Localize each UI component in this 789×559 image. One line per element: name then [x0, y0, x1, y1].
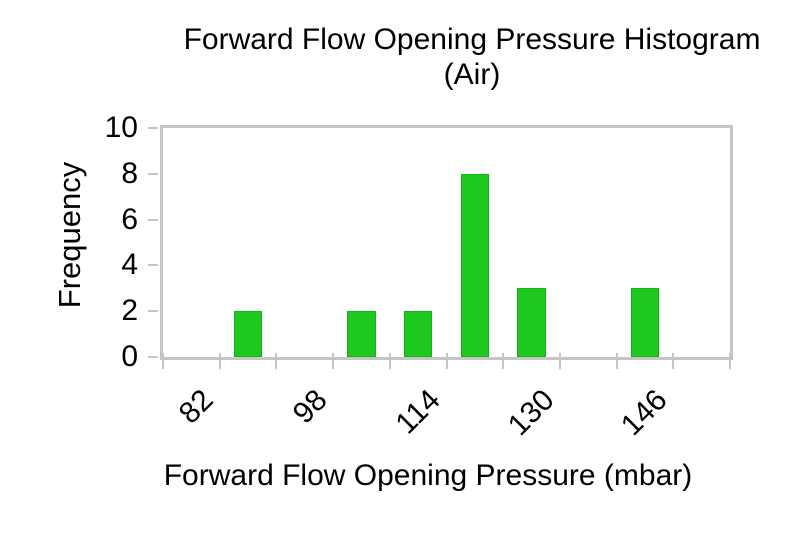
plot-area: 0 2 4 6 8 10 82 98 114 130 146 — [105, 112, 731, 442]
x-axis-tick — [502, 353, 505, 369]
y-tick-label: 10 — [104, 111, 138, 144]
y-tick-label: 8 — [121, 156, 138, 190]
x-axis-tick — [558, 353, 561, 369]
y-axis-tick — [148, 264, 158, 267]
bar — [404, 311, 433, 357]
chart-title-line2: (Air) — [443, 58, 501, 91]
chart-title-line1: Forward Flow Opening Pressure Histogram — [183, 23, 761, 56]
bar — [630, 288, 660, 357]
x-tick-label: 98 — [286, 383, 334, 431]
x-axis-tick — [218, 353, 221, 369]
x-tick-label: 82 — [173, 383, 221, 431]
x-axis-tick — [332, 353, 335, 369]
x-axis-tick — [729, 353, 731, 369]
y-axis-tick — [148, 310, 158, 313]
x-axis-tick — [388, 353, 391, 369]
x-axis-title: Forward Flow Opening Pressure (mbar) — [163, 459, 693, 492]
x-axis-tick — [162, 353, 164, 369]
bar — [517, 288, 546, 357]
y-axis-tick — [148, 218, 158, 221]
chart-title: Forward Flow Opening Pressure Histogram … — [172, 22, 772, 92]
bar — [460, 173, 490, 357]
y-tick-label: 2 — [121, 294, 138, 328]
x-tick-label: 130 — [501, 383, 561, 443]
y-axis-tick — [148, 127, 158, 129]
x-axis-tick — [672, 353, 675, 369]
y-axis-title: Frequency — [52, 161, 87, 309]
plot-frame: 0 2 4 6 8 10 82 98 114 130 146 — [105, 112, 733, 442]
y-axis-tick — [148, 172, 158, 175]
y-axis-tick — [148, 356, 158, 358]
y-tick-label: 4 — [121, 248, 138, 282]
x-axis-tick — [275, 353, 278, 369]
x-axis-tick — [445, 353, 448, 369]
x-tick-label: 146 — [614, 383, 674, 443]
x-tick-label: 114 — [389, 383, 447, 441]
y-tick-label: 0 — [121, 340, 138, 373]
bar — [347, 311, 376, 357]
bar — [233, 311, 263, 357]
x-axis-tick — [615, 353, 618, 369]
y-tick-label: 6 — [121, 202, 138, 236]
